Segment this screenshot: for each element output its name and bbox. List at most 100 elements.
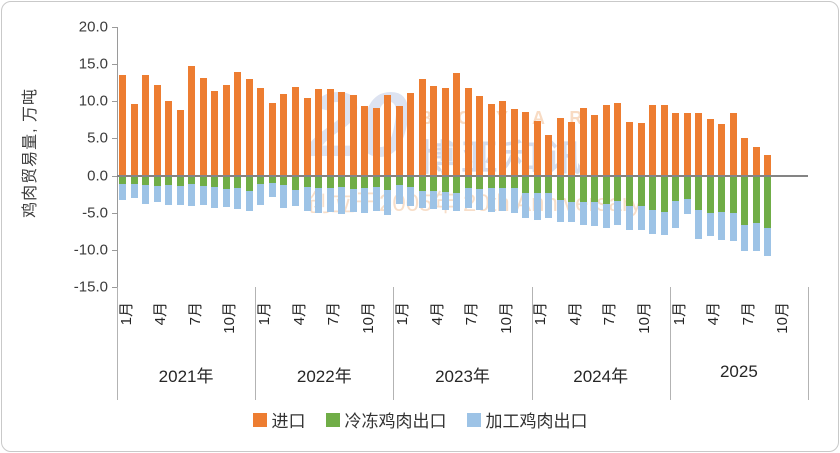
bar-import [361, 105, 369, 176]
bar-import [487, 103, 495, 176]
bar-frozen-export [764, 175, 772, 228]
bar-frozen-export [280, 175, 288, 186]
legend-item-frozen-export: 冷冻鸡肉出口 [325, 407, 447, 432]
x-axis-month-label: 1月 [670, 302, 688, 326]
bar-frozen-export [130, 175, 138, 185]
bar-import [695, 113, 703, 176]
bar-import [234, 71, 242, 176]
bar-processed-export [280, 185, 288, 208]
bar-import [649, 105, 657, 176]
bar-processed-export [729, 213, 737, 241]
bar-frozen-export [292, 175, 299, 190]
year-separator [393, 287, 395, 400]
bar-frozen-export [683, 175, 691, 199]
y-axis-tick-label: 5.0 [87, 129, 108, 147]
bar-import [395, 105, 403, 176]
bar-frozen-export [407, 175, 415, 187]
bar-frozen-export [338, 175, 346, 188]
bar-import [349, 94, 357, 176]
x-axis-month-label: 4月 [428, 302, 446, 326]
y-axis-tick [112, 212, 117, 214]
bar-processed-export [487, 188, 495, 212]
bar-processed-export [591, 202, 599, 227]
bar-frozen-export [637, 175, 645, 207]
bar-import [188, 65, 196, 176]
x-axis-year-label: 2022年 [296, 367, 352, 386]
bar-import [533, 120, 541, 176]
bar-frozen-export [453, 175, 461, 193]
bar-processed-export [142, 185, 150, 204]
bar-import [476, 96, 484, 176]
bar-import [591, 114, 599, 176]
bar-frozen-export [395, 175, 403, 186]
y-axis-line [117, 27, 118, 287]
x-axis-month-label: 4月 [705, 302, 723, 326]
bar-processed-export [292, 189, 299, 206]
bar-processed-export [268, 183, 276, 198]
bar-import [510, 109, 518, 176]
bar-import [683, 113, 691, 176]
bar-processed-export [649, 209, 657, 235]
x-axis-month-label: 7月 [325, 302, 343, 326]
x-axis-year-label: 2023年 [435, 367, 490, 386]
bar-import [741, 138, 749, 176]
bar-import [614, 102, 622, 176]
x-axis-year-label: 2024年 [573, 367, 629, 386]
bar-processed-export [361, 188, 369, 214]
bar-processed-export [499, 188, 507, 212]
y-axis-tick [112, 27, 117, 28]
bar-processed-export [614, 200, 622, 226]
bar-processed-export [395, 185, 403, 204]
bar-import [165, 100, 173, 176]
bar-processed-export [222, 188, 230, 207]
bar-frozen-export [119, 175, 127, 184]
bar-processed-export [430, 191, 438, 209]
legend-swatch-import [252, 412, 267, 427]
y-axis-tick [112, 287, 117, 288]
bar-frozen-export [326, 175, 334, 189]
bar-import [718, 124, 726, 176]
bar-import [407, 93, 415, 176]
bar-frozen-export [257, 175, 265, 185]
bar-processed-export [303, 186, 311, 212]
bar-processed-export [568, 201, 576, 223]
bar-import [292, 87, 299, 176]
year-separator [531, 287, 533, 400]
bar-processed-export [165, 185, 173, 206]
x-axis-month-label: 10月 [636, 302, 653, 334]
bar-processed-export [718, 211, 726, 241]
x-axis-month-label: 7月 [601, 302, 619, 326]
x-axis-year-label: 2021年 [158, 367, 214, 386]
x-axis-month-label: 1月 [117, 302, 135, 326]
bar-processed-export [476, 188, 484, 211]
bar-import [211, 90, 219, 176]
bar-import [338, 92, 346, 176]
bar-processed-export [315, 188, 323, 214]
bar-frozen-export [464, 175, 472, 189]
x-axis-month-label: 4月 [152, 302, 170, 326]
legend-label-processed-export: 加工鸡肉出口 [485, 412, 588, 431]
legend-item-processed-export: 加工鸡肉出口 [466, 407, 588, 432]
bar-processed-export [637, 206, 645, 230]
bar-import [453, 73, 461, 176]
legend-item-import: 进口 [252, 407, 306, 432]
bar-processed-export [741, 224, 749, 252]
y-axis-tick-label: 0.0 [87, 167, 108, 185]
bar-import [303, 97, 311, 176]
y-axis-title: 鸡肉贸易量, 万吨 [22, 88, 39, 218]
bar-import [142, 75, 150, 176]
bar-processed-export [683, 198, 691, 215]
y-axis-tick [112, 101, 117, 103]
bar-frozen-export [222, 175, 230, 189]
year-separator [117, 287, 118, 400]
bar-processed-export [672, 200, 680, 228]
y-axis-tick [112, 64, 117, 66]
bar-processed-export [453, 192, 461, 212]
bar-frozen-export [718, 175, 726, 212]
bar-import [568, 122, 576, 176]
bar-frozen-export [499, 175, 507, 189]
bar-frozen-export [568, 175, 576, 202]
bar-frozen-export [176, 175, 184, 186]
bar-import [372, 107, 380, 176]
